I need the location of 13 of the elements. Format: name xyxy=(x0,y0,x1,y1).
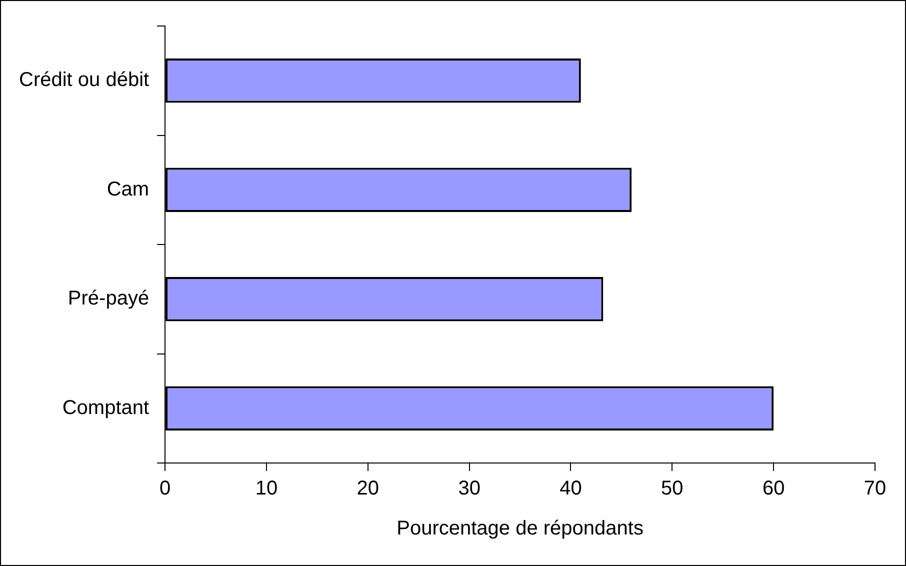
y-tick-label: Pré-payé xyxy=(68,288,150,310)
x-tick-label: 30 xyxy=(458,478,480,500)
x-tick-label: 10 xyxy=(255,478,278,500)
y-tick-label: Comptant xyxy=(62,396,150,419)
x-tick-label: 40 xyxy=(560,478,582,500)
y-tick-label: Cam xyxy=(106,178,150,200)
x-tick-label: 50 xyxy=(661,478,684,500)
x-tick-label: 60 xyxy=(762,478,785,500)
y-tick-label: Crédit ou débit xyxy=(19,69,150,92)
x-tick-label: 70 xyxy=(864,478,886,500)
x-tick-label: 0 xyxy=(160,478,171,500)
x-axis-title: Pourcentage de répondants xyxy=(396,518,644,540)
x-tick-label: 20 xyxy=(356,478,380,500)
